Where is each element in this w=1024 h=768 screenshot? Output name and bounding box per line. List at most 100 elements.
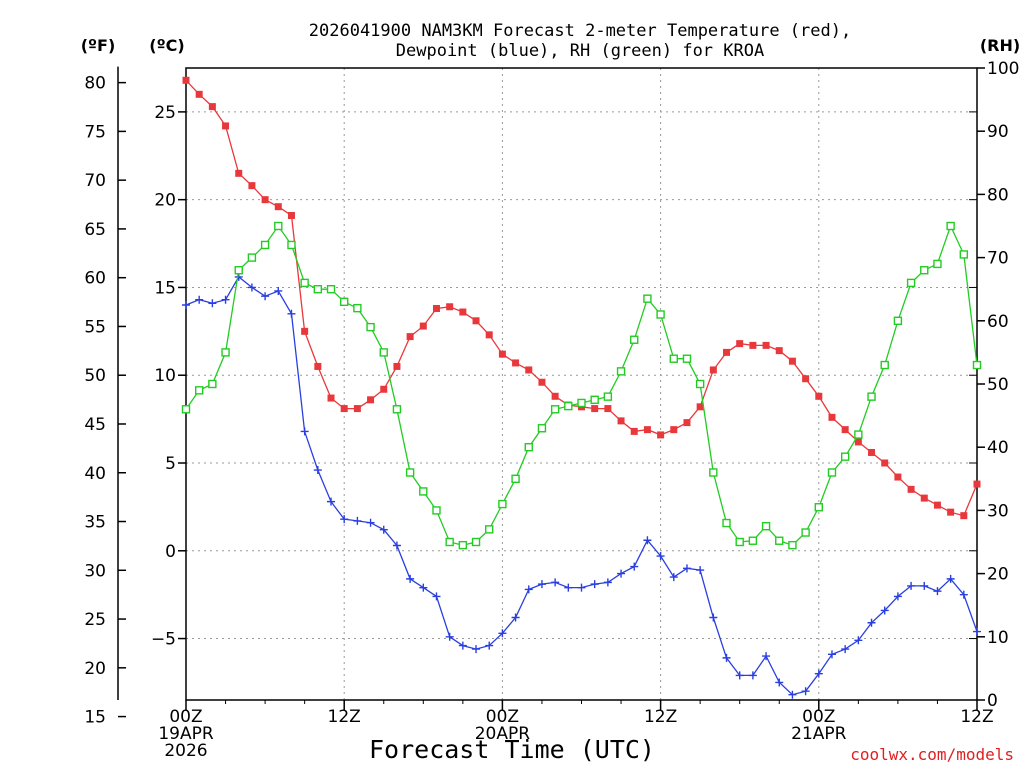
data-point <box>353 303 362 313</box>
data-point <box>815 392 823 400</box>
data-point <box>735 537 744 547</box>
celsius-tick-label: 0 <box>165 542 176 562</box>
x-tick-label: 00Z <box>169 707 202 727</box>
fahrenheit-tick-label: 25 <box>84 610 106 630</box>
celsius-tick-label: −5 <box>151 630 176 650</box>
data-point <box>959 590 968 599</box>
data-point <box>841 426 849 434</box>
rh-tick-label: 0 <box>987 691 998 711</box>
series-line <box>185 224 978 546</box>
data-point <box>933 259 942 269</box>
data-point <box>723 348 731 356</box>
data-point <box>221 295 230 304</box>
data-point <box>907 581 916 590</box>
data-point <box>762 652 771 661</box>
data-point <box>485 641 494 650</box>
data-point <box>972 360 982 370</box>
credit-text: coolwx.com/models <box>850 745 1014 764</box>
data-point <box>314 362 322 370</box>
data-point <box>682 564 691 573</box>
fahrenheit-tick-label: 60 <box>84 269 106 289</box>
data-point <box>894 473 902 481</box>
data-point <box>300 278 309 288</box>
data-point <box>643 426 651 434</box>
series-rh <box>181 221 982 550</box>
data-point <box>630 427 638 435</box>
data-point <box>287 240 296 250</box>
data-point <box>221 348 230 357</box>
celsius-tick-label: 10 <box>154 366 176 386</box>
data-point <box>419 322 427 330</box>
data-point <box>868 448 876 456</box>
data-point <box>749 341 757 349</box>
data-point <box>880 606 889 615</box>
data-point <box>603 578 612 587</box>
data-point <box>379 525 388 534</box>
data-point <box>287 309 296 318</box>
data-point <box>959 250 969 259</box>
data-point <box>643 536 652 545</box>
data-point <box>353 405 361 413</box>
data-point <box>208 103 216 111</box>
data-point <box>775 536 784 545</box>
data-point <box>709 613 718 622</box>
data-point <box>775 678 784 687</box>
data-point <box>696 566 705 575</box>
data-point <box>392 541 401 550</box>
fahrenheit-tick-label: 15 <box>84 708 106 728</box>
chart-title: 2026041900 NAM3KM Forecast 2-meter Tempe… <box>309 21 851 61</box>
data-point <box>471 537 481 547</box>
data-point <box>920 581 929 590</box>
x-axis-title: Forecast Time (UTC) <box>369 735 655 764</box>
plot-frame <box>185 67 978 701</box>
data-point <box>379 348 388 357</box>
data-point <box>327 497 336 506</box>
fahrenheit-tick-label: 45 <box>84 415 106 435</box>
data-point <box>550 405 560 414</box>
data-point <box>353 516 362 525</box>
data-point <box>881 459 889 467</box>
data-point <box>446 303 454 311</box>
data-point <box>181 405 191 414</box>
data-point <box>537 424 547 433</box>
data-point <box>208 379 217 389</box>
data-point <box>656 552 665 561</box>
data-point <box>432 305 440 313</box>
data-point <box>590 580 599 589</box>
axes <box>117 66 985 718</box>
rh-tick-label: 70 <box>987 249 1009 269</box>
data-point <box>920 494 928 502</box>
data-point <box>551 392 559 400</box>
rh-tick-label: 40 <box>987 438 1009 458</box>
data-point <box>247 283 256 292</box>
data-point <box>366 518 375 527</box>
series-line <box>185 79 978 517</box>
data-point <box>603 392 613 401</box>
data-point <box>906 278 916 288</box>
fahrenheit-tick-label: 40 <box>84 464 106 484</box>
data-point <box>406 574 415 583</box>
data-point <box>445 632 454 641</box>
data-point <box>432 592 441 601</box>
celsius-unit-label: (ºC) <box>149 36 184 55</box>
fahrenheit-tick-label: 65 <box>84 220 106 240</box>
data-point <box>735 671 744 680</box>
data-point <box>313 285 323 294</box>
data-point <box>841 645 850 654</box>
data-point <box>762 341 770 349</box>
data-point <box>551 578 560 587</box>
data-point <box>366 322 375 332</box>
data-point <box>564 583 573 592</box>
series-line <box>185 275 978 696</box>
data-point <box>511 474 520 483</box>
data-point <box>524 585 533 594</box>
tick-labels: −5 0 5 10 15 20 25 15 20 25 30 35 40 45 50 55 60 65 70 75 80… <box>84 59 1019 761</box>
data-point <box>840 452 850 461</box>
x-tick-label: 12Z <box>644 707 677 727</box>
data-point <box>538 378 546 386</box>
data-point <box>182 76 190 84</box>
fahrenheit-tick-label: 30 <box>84 561 106 581</box>
rh-unit-label: (RH) <box>980 36 1020 55</box>
data-point <box>617 417 625 425</box>
data-point <box>367 396 375 404</box>
